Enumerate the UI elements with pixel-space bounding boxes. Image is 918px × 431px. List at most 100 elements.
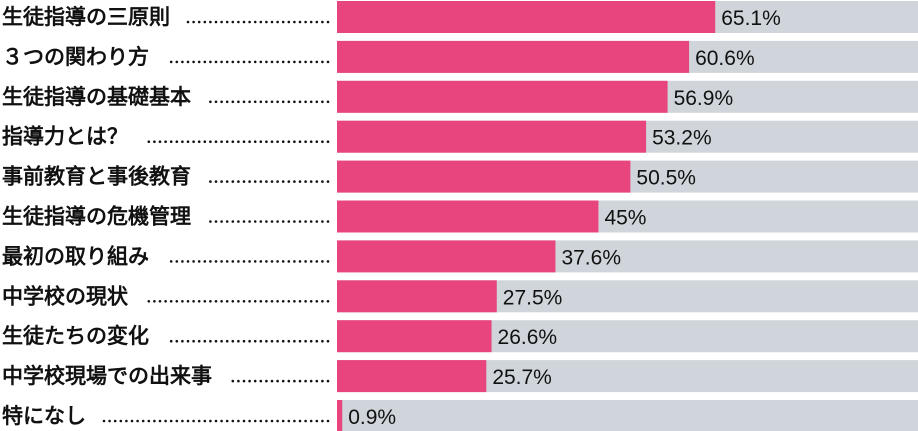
category-label: 生徒指導の三原則 [2, 5, 170, 29]
leader-dot [276, 180, 279, 183]
leader-dot [293, 20, 296, 24]
leader-dot [186, 300, 190, 303]
leader-dot [253, 180, 257, 183]
leader-dot [281, 60, 285, 64]
leader-dot [259, 220, 263, 223]
leader-dot [326, 140, 330, 143]
leader-dot [259, 260, 263, 263]
leader-dot [153, 300, 156, 303]
leader-dot [192, 140, 195, 143]
leader-dot [270, 339, 274, 343]
leader-dot [287, 100, 291, 104]
bar [337, 160, 631, 193]
leader-dot [270, 140, 274, 143]
leader-dot [203, 260, 207, 263]
leader-dot [253, 60, 257, 64]
leader-dot [265, 180, 268, 183]
leader-dot [242, 300, 246, 303]
leader-dot [169, 140, 173, 143]
leader-dot [203, 419, 207, 423]
leader-dot [169, 339, 173, 343]
leader-dot [175, 339, 179, 343]
leader-dot [253, 20, 257, 24]
leader-dot [281, 100, 285, 104]
leader-dot [315, 300, 319, 303]
value-label: 0.9% [348, 406, 396, 429]
leader-dot [209, 180, 212, 183]
leader-dot [220, 300, 223, 303]
leader-dot [309, 419, 313, 423]
category-label: 中学校の現状 [2, 284, 129, 308]
leader-dot [108, 419, 111, 423]
leader-dot [248, 180, 251, 183]
leader-dot [231, 419, 235, 423]
leader-dot [220, 220, 223, 223]
leader-dot [248, 379, 251, 383]
leader-dot [281, 180, 285, 183]
category-label: 最初の取り組み [2, 244, 149, 268]
bar-track [337, 400, 918, 431]
leader-dot [321, 140, 324, 143]
leader-dot [253, 140, 257, 143]
leader-dot [321, 180, 324, 183]
leader-dot [181, 260, 184, 263]
leader-dot [231, 339, 235, 343]
leader-dot [147, 300, 151, 303]
leader-dot [141, 419, 145, 423]
leader-dot [309, 140, 313, 143]
leader-dot [181, 300, 184, 303]
leader-dot [321, 220, 324, 223]
leader-dot [265, 20, 268, 24]
leader-dot [276, 300, 279, 303]
leader-dot [287, 419, 291, 423]
bar [337, 80, 668, 113]
leader-dot [326, 300, 330, 303]
leader-dot [270, 100, 274, 104]
leader-dot [304, 379, 307, 383]
leader-dot [281, 220, 285, 223]
leader-dot [192, 419, 195, 423]
leader-dot [326, 260, 330, 263]
leader-dot [298, 180, 302, 183]
leader-dot [326, 20, 330, 24]
leader-dot [298, 100, 302, 104]
leader-dot [298, 60, 302, 64]
leader-dot [181, 419, 184, 423]
leader-dot [119, 419, 123, 423]
leader-dot [265, 419, 268, 423]
leader-dot [304, 60, 307, 64]
leader-dot [304, 260, 307, 263]
category-label: 指導力とは？ [2, 125, 128, 149]
leader-dot [265, 60, 268, 64]
leader-dot [293, 260, 296, 263]
leader-dot [298, 260, 302, 263]
leader-dot [225, 180, 229, 183]
leader-dot [209, 60, 212, 64]
leader-dot [265, 379, 268, 383]
leader-dot [293, 339, 296, 343]
leader-dot [287, 260, 291, 263]
leader-dot [265, 300, 268, 303]
leader-dot [225, 60, 229, 64]
leader-dot [214, 60, 218, 64]
leader-dot [164, 300, 167, 303]
leader-dot [326, 180, 330, 183]
leader-dot [242, 339, 246, 343]
leader-dot [197, 260, 201, 263]
leader-dot [175, 260, 179, 263]
leader-dot [186, 419, 190, 423]
leader-dot [287, 379, 291, 383]
leader-dot [309, 20, 313, 24]
leader-dot [220, 260, 223, 263]
leader-dot [181, 339, 184, 343]
leader-dot [231, 220, 235, 223]
value-label: 60.6% [695, 47, 755, 70]
leader-dot [186, 60, 190, 64]
leader-dot [220, 419, 223, 423]
leader-dot [309, 100, 313, 104]
leader-dot [192, 339, 195, 343]
leader-dot [237, 100, 240, 104]
leader-dot [147, 140, 151, 143]
leader-dot [242, 419, 246, 423]
leader-dot [315, 180, 319, 183]
